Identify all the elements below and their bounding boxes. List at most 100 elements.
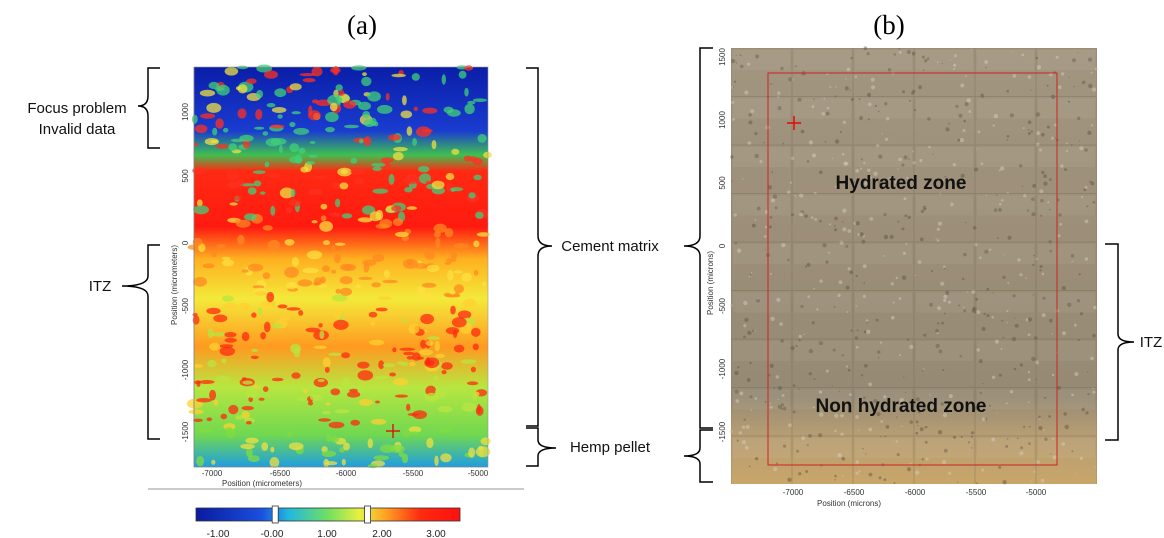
heatmap-blob (208, 81, 220, 90)
heatmap-blob (471, 327, 481, 337)
x-tick: -6000 (905, 488, 926, 497)
heatmap-blob (211, 459, 216, 465)
heatmap-blob (193, 205, 210, 215)
heatmap-blob (354, 178, 365, 185)
y-tick: 0 (718, 243, 727, 248)
heatmap-blob (341, 213, 353, 219)
heatmap-blob (355, 284, 361, 289)
heatmap-blob (296, 397, 307, 402)
heatmap-blob (260, 300, 277, 308)
colorbar-handles[interactable] (271, 505, 372, 524)
x-tick: -5000 (468, 469, 489, 478)
heatmap-blob (483, 151, 492, 159)
heatmap-blob (453, 344, 465, 353)
heatmap-blob (434, 455, 439, 467)
heatmap-blob (454, 243, 469, 249)
heatmap-blob (242, 380, 253, 385)
heatmap-blob (264, 161, 270, 168)
heatmap-blob (289, 121, 296, 128)
heatmap-blob (234, 196, 242, 201)
heatmap-blob (322, 265, 330, 272)
heatmap-blob (369, 211, 382, 222)
heatmap-blob (402, 318, 408, 323)
heatmap-blob (325, 402, 331, 406)
heatmap-blob (266, 291, 275, 303)
heatmap-blob (314, 175, 328, 179)
heatmap-blob (445, 173, 455, 181)
heatmap-blob (468, 192, 476, 199)
heatmap-blob (291, 111, 301, 115)
colorbar-tick: -1.00 (207, 529, 230, 538)
heatmap-blob (198, 428, 215, 433)
heatmap-blob (324, 366, 330, 373)
heatmap-blob (291, 257, 299, 267)
heatmap-blob (343, 442, 350, 451)
heatmap-blob (371, 282, 381, 288)
heatmap-blob (216, 244, 226, 248)
heatmap-blob (399, 347, 416, 351)
heatmap-blob (472, 391, 478, 401)
heatmap-blob (318, 323, 323, 328)
heatmap-blob (362, 111, 371, 119)
heatmap-blob (402, 429, 411, 437)
heatmap-blob (193, 364, 204, 368)
heatmap-blob (221, 295, 234, 302)
heatmap-blob (447, 109, 461, 117)
heatmap-blob (328, 421, 345, 429)
heatmap-blob (330, 388, 341, 396)
heatmap-blob (438, 428, 452, 433)
heatmap-blob (285, 206, 293, 214)
heatmap-blob (441, 370, 447, 375)
heatmap-blob (411, 73, 420, 81)
heatmap-blob (329, 102, 338, 112)
heatmap-blob (341, 352, 351, 359)
heatmap-blob (481, 281, 487, 287)
heatmap-blob (377, 296, 392, 300)
colorbar-tick: 3.00 (426, 529, 446, 538)
heatmap-blob (450, 294, 461, 298)
heatmap-blob (357, 384, 367, 394)
heatmap-blob (252, 170, 266, 174)
heatmap-blob (378, 360, 385, 370)
heatmap-blob (382, 279, 399, 284)
x-tick: -6500 (270, 469, 291, 478)
heatmap-blob (284, 239, 295, 246)
heatmap-blob (306, 250, 323, 260)
heatmap-blob (239, 134, 254, 142)
heatmap-blob (278, 145, 283, 154)
heatmap-blob (240, 443, 255, 450)
heatmap-blob (241, 410, 250, 420)
heatmap-blob (217, 248, 224, 253)
heatmap-blob (253, 180, 262, 187)
heatmap-blob (413, 106, 418, 112)
heatmap-blob (235, 415, 244, 420)
colorbar-handle[interactable] (364, 505, 372, 524)
heatmap-blob (420, 313, 434, 325)
y-tick: -1000 (181, 359, 190, 380)
heatmap-blob (236, 65, 249, 70)
heatmap-blob (245, 437, 259, 444)
heatmap-blob (422, 107, 438, 114)
heatmap-blob (191, 114, 198, 124)
heatmap-blob (271, 322, 283, 329)
heatmap-blob (433, 231, 441, 238)
heatmap-blob (351, 65, 367, 71)
heatmap-blob (441, 362, 453, 370)
heatmap-blob (392, 152, 404, 161)
y-tick: 1000 (718, 111, 727, 129)
heatmap-blob (221, 259, 234, 267)
heatmap-blob (335, 84, 343, 92)
heatmap-blob (348, 388, 359, 393)
heatmap-blob (363, 119, 375, 127)
heatmap-blob (302, 267, 319, 274)
heatmap-blob (392, 218, 403, 227)
heatmap-blob (406, 403, 411, 411)
heatmap-blob (358, 101, 371, 111)
heatmap-blob (362, 72, 367, 76)
heatmap-blob (370, 418, 387, 425)
colorbar-handle[interactable] (271, 505, 279, 524)
colorbar: -1.00 -0.00 1.00 2.00 3.00 (195, 505, 461, 538)
heatmap-blob (392, 347, 397, 353)
heatmap-blob (236, 179, 244, 187)
heatmap-blob (472, 343, 479, 351)
